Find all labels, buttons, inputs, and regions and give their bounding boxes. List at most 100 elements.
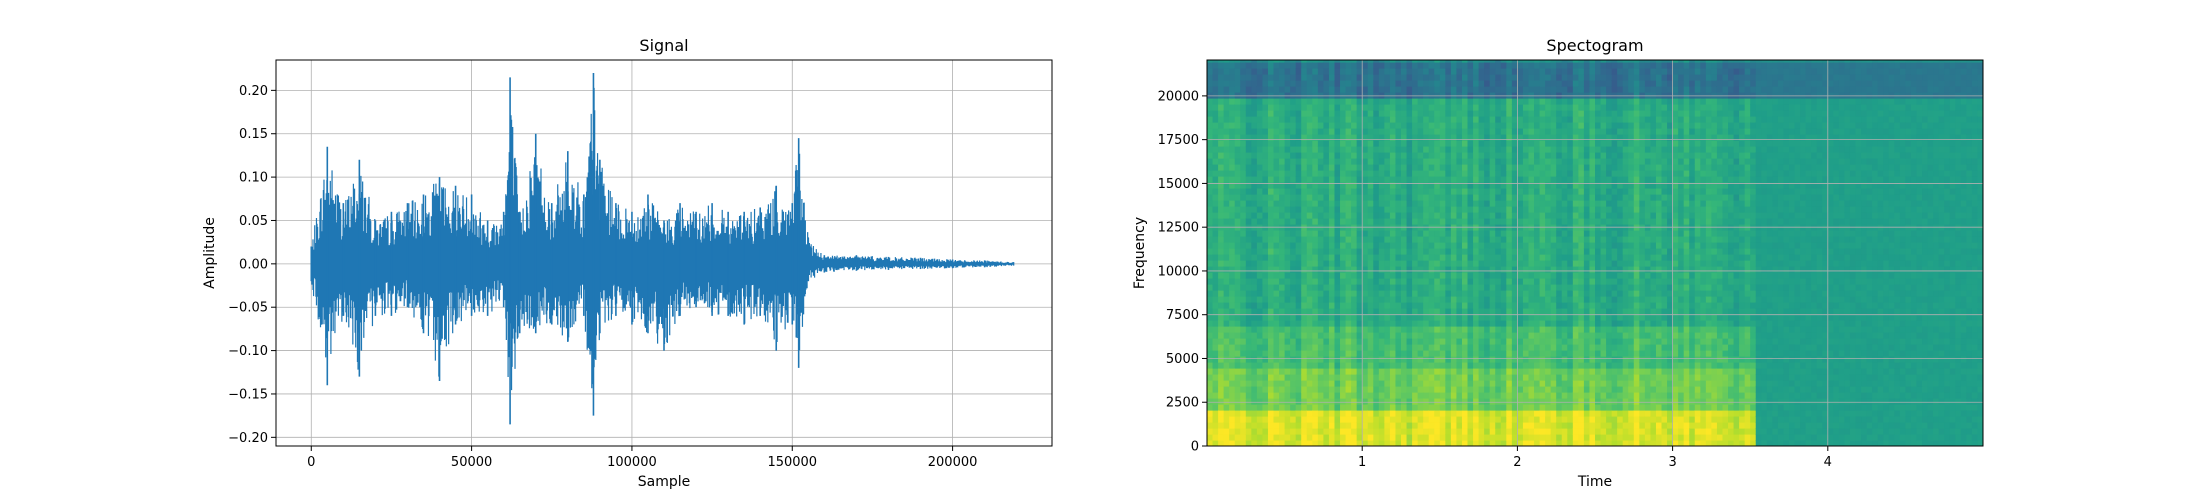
spectrogram-cell [1561,254,1568,261]
spectrogram-cell [1395,338,1402,345]
spectrogram-cell [1273,386,1280,393]
spectrogram-cell [1262,344,1269,351]
spectrogram-cell [1218,248,1225,255]
spectrogram-cell [1545,158,1552,165]
spectrogram-cell [1317,98,1324,105]
spectrogram-cell [1256,410,1264,417]
spectrogram-cell [1229,146,1236,153]
spectrogram-cell [1262,200,1269,207]
spectrogram-cell [1495,194,1502,201]
spectrogram-cell [1528,230,1535,237]
spectrogram-cell [1622,302,1629,309]
spectrogram-cell [1207,62,1214,69]
spectrogram-cell [1428,344,1435,351]
spectrogram-cell [1245,248,1252,255]
spectrogram-cell [1323,290,1330,297]
spectrogram-cell [1301,128,1308,135]
spectrogram-cell [1417,74,1424,81]
spectrogram-cell [1362,272,1369,279]
spectrogram-cell [1279,278,1286,285]
spectrogram-cell [1556,416,1563,423]
spectrogram-cell [1334,212,1341,219]
spectrogram-cell [1328,92,1336,99]
spectrogram-cell [1412,308,1419,315]
spectrogram-cell [1290,386,1297,393]
spectrogram-cell [1212,344,1219,351]
spectrogram-cell [1606,368,1613,375]
spectrogram-cell [1334,122,1341,129]
spectrogram-cell [1589,248,1596,255]
spectrogram-cell [1600,302,1607,309]
spectrogram-cell [1500,416,1507,423]
spectrogram-cell [1495,296,1502,303]
spectrogram-cell [1578,290,1585,297]
spectrogram-cell [1556,320,1563,327]
spectrogram-cell [1434,332,1441,339]
spectrogram-cell [1606,242,1613,249]
spectrogram-cell [1506,152,1513,159]
spectrogram-cell [1528,254,1535,261]
spectrogram-cell [1622,416,1629,423]
spectrogram-cell [1328,296,1336,303]
spectrogram-cell [1439,170,1446,177]
spectrogram-cell [1334,416,1341,423]
spectrogram-cell [1567,416,1574,423]
spectrogram-cell [1534,212,1541,219]
spectrogram-cell [1395,62,1402,69]
spectrogram-cell [1306,374,1313,381]
spectrogram-cell [1567,146,1574,153]
spectrogram-cell [1600,176,1607,183]
spectrogram-cell [1345,296,1352,303]
spectrogram-cell [1306,386,1313,393]
spectrogram-cell [1373,326,1380,333]
spectrogram-cell [1301,272,1308,279]
spectrogram-cell [1229,380,1236,387]
spectrogram-cell [1506,326,1513,333]
spectrogram-cell [1389,98,1397,105]
spectrogram-cell [1345,158,1352,165]
spectrogram-cell [1351,128,1358,135]
spectrogram-cell [1356,368,1363,375]
spectrogram-cell [1362,248,1369,255]
spectrogram-cell [1489,194,1496,201]
spectrogram-cell [1312,338,1319,345]
spectrogram-cell [1456,80,1463,87]
spectrogram-cell [1595,176,1602,183]
spectrogram-cell [1606,98,1613,105]
spectrogram-cell [1495,92,1502,99]
spectrogram-cell [1229,140,1236,147]
spectrogram-cell [1284,116,1291,123]
spectrogram-cell [1240,200,1247,207]
spectrogram-cell [1340,332,1347,339]
spectrogram-cell [1290,278,1297,285]
spectrogram-cell [1434,314,1441,321]
spectrogram-cell [1223,188,1230,195]
spectrogram-cell [1340,386,1347,393]
spectrogram-cell [1583,308,1591,315]
spectrogram-cell [1207,236,1214,243]
spectrogram-cell [1423,284,1430,291]
spectrogram-cell [1256,218,1264,225]
spectrogram-cell [1450,74,1458,81]
spectrogram-cell [1317,110,1324,117]
spectrogram-cell [1317,320,1324,327]
spectrogram-cell [1317,68,1324,75]
spectrogram-cell [1389,236,1397,243]
spectrogram-cell [1284,440,1291,446]
spectrogram-cell [1567,60,1574,63]
spectrogram-cell [1356,122,1363,129]
spectrogram-cell [1506,248,1513,255]
spectrogram-cell [1423,350,1430,357]
spectrogram-cell [1500,104,1507,111]
spectrogram-cell [1251,266,1258,273]
spectrogram-cell [1384,248,1391,255]
spectrogram-cell [1323,152,1330,159]
spectrogram-cell [1511,110,1518,117]
spectrogram-cell [1589,302,1596,309]
spectrogram-cell [1267,68,1275,75]
spectrogram-cell [1340,260,1347,267]
spectrogram-cell [1617,248,1624,255]
spectrogram-cell [1528,422,1535,429]
spectrogram-cell [1351,140,1358,147]
spectrogram-cell [1428,326,1435,333]
